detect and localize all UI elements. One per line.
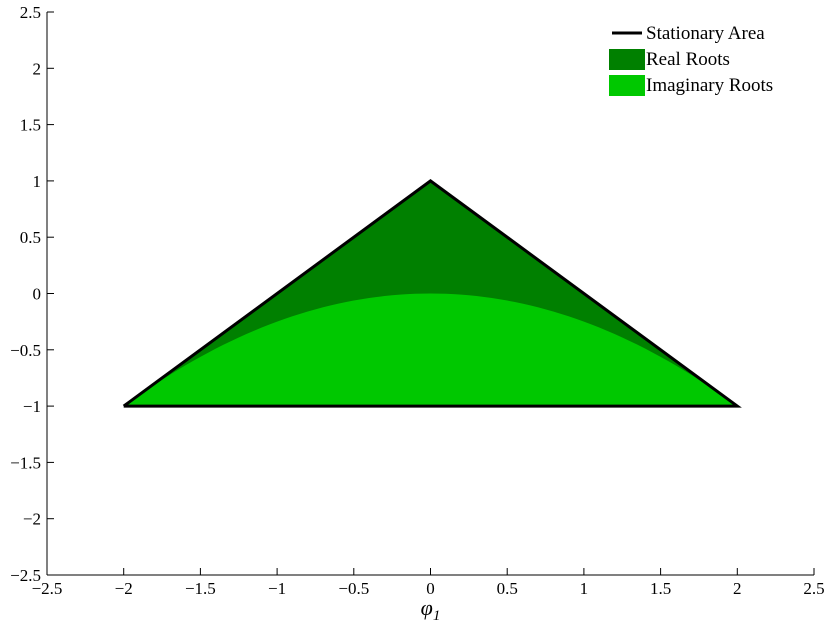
- y-tick-label: −2: [23, 510, 41, 529]
- legend-swatch-imaginary-roots: [609, 75, 645, 96]
- ticks: −2.5 −2 −1.5 −1 −0.5 0 0.5 1 1.5 2 2.5 −2.5 −2 −1.5 −1…: [10, 3, 824, 598]
- legend-swatch-real-roots: [609, 49, 645, 70]
- x-tick-label: 2.5: [803, 579, 824, 598]
- y-tick-label: 2: [33, 59, 42, 78]
- x-tick-label: 1: [580, 579, 589, 598]
- legend-label-stationary-area: Stationary Area: [646, 23, 765, 44]
- x-axis-label-subscript: 1: [433, 608, 441, 624]
- legend-label-imaginary-roots: Imaginary Roots: [646, 75, 773, 96]
- y-tick-label: 2.5: [20, 3, 41, 22]
- x-tick-label: 1.5: [650, 579, 671, 598]
- y-tick-label: −2.5: [10, 566, 41, 585]
- y-tick-label: −0.5: [10, 341, 41, 360]
- x-tick-label: −1.5: [185, 579, 216, 598]
- y-tick-label: −1.5: [10, 453, 41, 472]
- x-tick-label: −0.5: [338, 579, 369, 598]
- imaginary-roots-region: [123, 293, 738, 407]
- x-tick-label: 0: [426, 579, 435, 598]
- y-tick-label: 0: [33, 285, 42, 304]
- plot-fills: [123, 180, 738, 407]
- y-tick-label: 1: [33, 172, 42, 191]
- y-tick-label: 1.5: [20, 116, 41, 135]
- x-axis-label: φ1: [421, 595, 441, 624]
- x-tick-label: 2: [733, 579, 742, 598]
- x-tick-label: −2: [115, 579, 133, 598]
- plot-lines: [122, 179, 742, 408]
- stationary-area-line: [122, 179, 742, 408]
- x-tick-label: 0.5: [497, 579, 518, 598]
- x-tick-label: −2.5: [32, 579, 63, 598]
- x-tick-label: −1: [268, 579, 286, 598]
- y-tick-label: 0.5: [20, 228, 41, 247]
- legend-label-real-roots: Real Roots: [646, 49, 730, 70]
- x-axis-label-main: φ: [421, 595, 433, 620]
- y-tick-label: −1: [23, 397, 41, 416]
- legend: Stationary Area Real Roots Imaginary Roots: [609, 23, 773, 96]
